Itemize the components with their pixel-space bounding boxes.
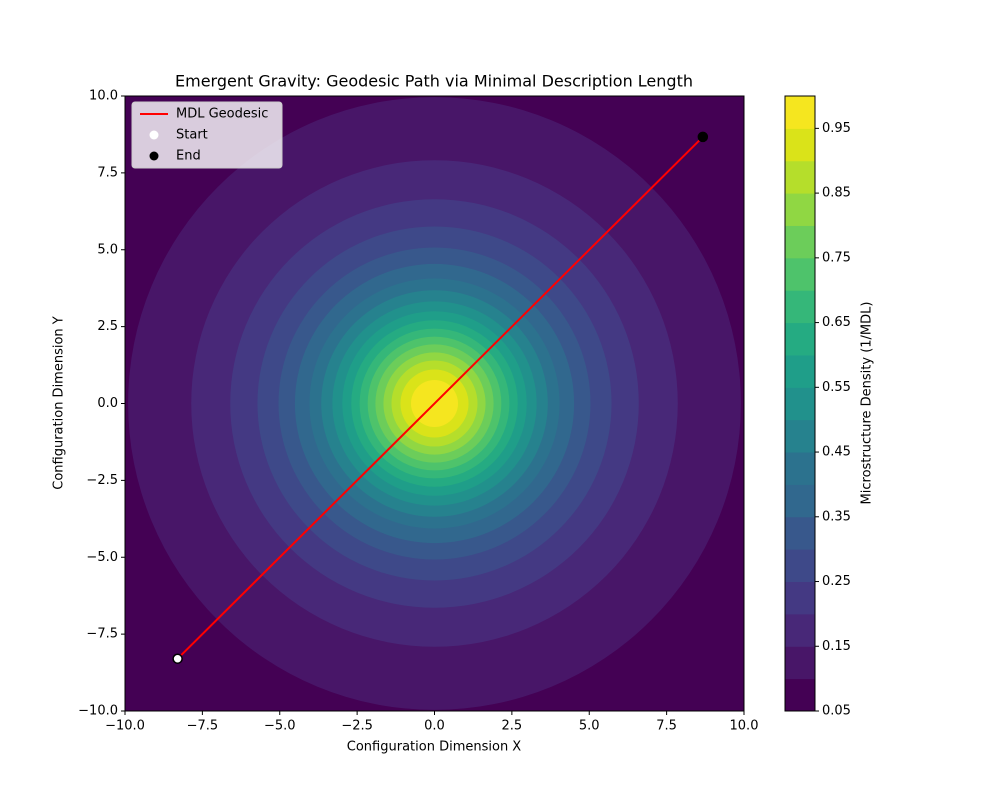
colorbar-tick-label: 0.95 xyxy=(822,121,851,136)
y-tick-label: 7.5 xyxy=(97,165,118,180)
legend-box xyxy=(131,101,283,169)
colorbar-tick-label: 0.85 xyxy=(822,186,851,201)
colorbar-band xyxy=(785,581,815,615)
y-axis-label: Configuration Dimension Y xyxy=(52,316,67,490)
colorbar-band xyxy=(785,646,815,680)
colorbar-band xyxy=(785,452,815,485)
x-tick-label: 10.0 xyxy=(730,719,759,734)
x-tick-label: −10.0 xyxy=(105,719,145,734)
colorbar-band xyxy=(785,387,815,421)
colorbar-tick-label: 0.15 xyxy=(822,639,851,654)
x-tick-label: −2.5 xyxy=(341,719,373,734)
colorbar-band xyxy=(785,193,815,226)
colorbar-band xyxy=(785,549,815,583)
colorbar-label: Microstructure Density (1/MDL) xyxy=(860,302,875,505)
colorbar-tick-label: 0.05 xyxy=(822,704,851,719)
chart-title: Emergent Gravity: Geodesic Path via Mini… xyxy=(175,72,693,91)
point xyxy=(172,653,183,664)
y-tick-label: 2.5 xyxy=(97,319,118,334)
x-tick-label: −5.0 xyxy=(264,719,296,734)
colorbar-band xyxy=(785,96,815,129)
y-tick-label: −10.0 xyxy=(78,704,118,719)
colorbar-band xyxy=(785,225,815,259)
y-tick-label: 5.0 xyxy=(97,242,118,257)
legend-swatch xyxy=(149,130,159,140)
legend-label: End xyxy=(176,149,201,164)
legend-swatch xyxy=(149,151,159,161)
y-tick-label: 10.0 xyxy=(89,89,118,104)
legend-label: Start xyxy=(176,128,208,143)
point xyxy=(697,131,709,143)
x-axis-label: Configuration Dimension X xyxy=(347,740,522,755)
colorbar-band xyxy=(785,516,815,550)
colorbar-tick-label: 0.65 xyxy=(822,315,851,330)
colorbar-band xyxy=(785,128,815,162)
colorbar-tick-label: 0.25 xyxy=(822,574,851,589)
geodesic-line xyxy=(176,136,704,660)
colorbar-band xyxy=(785,419,815,453)
x-tick-label: 2.5 xyxy=(502,719,523,734)
plot-area xyxy=(125,96,744,711)
colorbar-tick-label: 0.35 xyxy=(822,509,851,524)
colorbar-band xyxy=(785,484,815,518)
x-tick-label: −7.5 xyxy=(187,719,219,734)
colorbar-band xyxy=(785,290,815,324)
colorbar-band xyxy=(785,257,815,291)
y-tick-label: −7.5 xyxy=(86,627,118,642)
colorbar-band xyxy=(785,354,815,388)
colorbar-tick-label: 0.75 xyxy=(822,250,851,265)
y-tick-label: 0.0 xyxy=(97,396,118,411)
colorbar-band xyxy=(785,613,815,647)
colorbar-tick-label: 0.55 xyxy=(822,380,851,395)
y-tick-label: −2.5 xyxy=(86,473,118,488)
colorbar-tick-label: 0.45 xyxy=(822,445,851,460)
colorbar-band xyxy=(785,160,815,194)
x-tick-label: 5.0 xyxy=(579,719,600,734)
colorbar-band xyxy=(785,322,815,356)
colorbar-band xyxy=(785,678,815,712)
legend-label: MDL Geodesic xyxy=(176,107,268,122)
x-tick-label: 7.5 xyxy=(656,719,677,734)
colorbar-frame xyxy=(784,95,816,712)
x-tick-label: 0.0 xyxy=(424,719,445,734)
y-tick-label: −5.0 xyxy=(86,550,118,565)
